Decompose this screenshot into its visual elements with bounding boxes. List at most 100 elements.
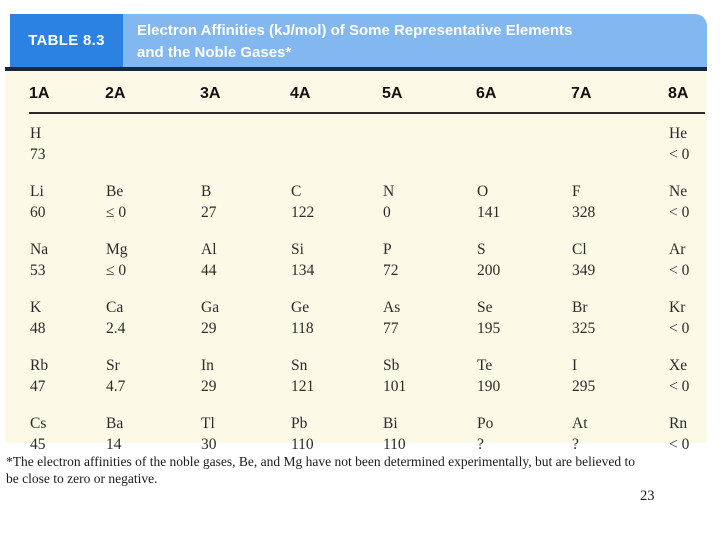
column-header-2a: 2A bbox=[105, 71, 200, 114]
element-symbol-row: Li Be B C N O F Ne bbox=[29, 172, 705, 203]
affinity-value: 14 bbox=[106, 436, 122, 453]
affinity-value: 27 bbox=[201, 204, 217, 221]
element-symbol: At bbox=[572, 415, 588, 432]
element-symbol: Al bbox=[201, 241, 217, 258]
footnote-line1: *The electron affinities of the noble ga… bbox=[6, 454, 636, 469]
element-symbol: He bbox=[669, 125, 688, 142]
affinity-value: 47 bbox=[30, 378, 46, 395]
affinity-value: 73 bbox=[30, 146, 46, 163]
affinity-value: 53 bbox=[30, 262, 46, 279]
group-header-row: 1A 2A 3A 4A 5A 6A 7A 8A bbox=[29, 71, 705, 114]
column-header-3a: 3A bbox=[200, 71, 290, 114]
affinity-value: < 0 bbox=[669, 436, 690, 453]
table-title: Electron Affinities (kJ/mol) of Some Rep… bbox=[123, 14, 707, 67]
affinity-value: 190 bbox=[477, 378, 501, 395]
affinity-value: ? bbox=[572, 436, 579, 453]
element-symbol: Kr bbox=[669, 299, 686, 316]
table-title-line1: Electron Affinities (kJ/mol) of Some Rep… bbox=[137, 22, 573, 39]
element-symbol: Ne bbox=[669, 183, 688, 200]
element-symbol bbox=[105, 113, 200, 145]
footnote: *The electron affinities of the noble ga… bbox=[6, 453, 708, 488]
affinity-value: 110 bbox=[291, 436, 314, 453]
element-symbol: F bbox=[572, 183, 581, 200]
affinity-value-row: 53 ≤ 0 44 134 72 200 349 < 0 bbox=[29, 261, 705, 288]
affinity-value: 325 bbox=[572, 320, 596, 337]
element-symbol: Sr bbox=[106, 357, 120, 374]
affinity-value: 295 bbox=[572, 378, 596, 395]
affinity-value: 141 bbox=[477, 204, 501, 221]
element-symbol: Po bbox=[477, 415, 494, 432]
affinity-value: ≤ 0 bbox=[106, 262, 127, 279]
affinity-value: 30 bbox=[201, 436, 217, 453]
affinity-value: 134 bbox=[291, 262, 315, 279]
element-symbol: H bbox=[30, 125, 42, 142]
affinity-value: 72 bbox=[383, 262, 399, 279]
affinity-value: ≤ 0 bbox=[106, 204, 127, 221]
affinity-value: < 0 bbox=[669, 320, 690, 337]
element-symbol: As bbox=[383, 299, 401, 316]
affinity-value-row: 48 2.4 29 118 77 195 325 < 0 bbox=[29, 319, 705, 346]
affinity-value: 44 bbox=[201, 262, 217, 279]
affinity-value: 328 bbox=[572, 204, 596, 221]
affinity-value bbox=[290, 145, 382, 172]
element-symbol: Li bbox=[30, 183, 44, 200]
affinity-value: 349 bbox=[572, 262, 596, 279]
affinity-value bbox=[571, 145, 668, 172]
element-symbol: N bbox=[383, 183, 395, 200]
element-symbol: I bbox=[572, 357, 578, 374]
affinity-value: < 0 bbox=[669, 204, 690, 221]
element-symbol: Ca bbox=[106, 299, 124, 316]
element-symbol: S bbox=[477, 241, 486, 258]
element-symbol: In bbox=[201, 357, 214, 374]
element-symbol: K bbox=[30, 299, 42, 316]
affinity-value: 0 bbox=[383, 204, 391, 221]
affinity-value: 2.4 bbox=[106, 320, 126, 337]
affinity-value: 48 bbox=[30, 320, 46, 337]
affinity-value bbox=[476, 145, 571, 172]
element-symbol: Ar bbox=[669, 241, 686, 258]
affinity-value: 45 bbox=[30, 436, 46, 453]
element-symbol: Cl bbox=[572, 241, 587, 258]
element-symbol: Pb bbox=[291, 415, 308, 432]
element-symbol: B bbox=[201, 183, 212, 200]
element-symbol-row: Na Mg Al Si P S Cl Ar bbox=[29, 230, 705, 261]
element-symbol bbox=[382, 113, 476, 145]
column-header-7a: 7A bbox=[571, 71, 668, 114]
element-symbol: Mg bbox=[106, 241, 128, 258]
element-symbol: Rn bbox=[669, 415, 688, 432]
column-header-8a: 8A bbox=[668, 71, 705, 114]
element-symbol: Na bbox=[30, 241, 49, 258]
affinity-value bbox=[105, 145, 200, 172]
footnote-line2: be close to zero or negative. bbox=[6, 471, 158, 487]
affinity-value: 4.7 bbox=[106, 378, 126, 395]
element-symbol: Ga bbox=[201, 299, 220, 316]
element-symbol: O bbox=[477, 183, 489, 200]
affinity-value: < 0 bbox=[669, 262, 690, 279]
table-header-banner: TABLE 8.3 Electron Affinities (kJ/mol) o… bbox=[10, 14, 707, 67]
element-symbol: Sn bbox=[291, 357, 308, 374]
element-symbol: Be bbox=[106, 183, 124, 200]
affinity-value: < 0 bbox=[669, 378, 690, 395]
affinity-value-row: 45 14 30 110 110 ? ? < 0 bbox=[29, 435, 705, 462]
page-number: 23 bbox=[640, 488, 655, 504]
element-symbol: Ba bbox=[106, 415, 124, 432]
element-symbol-row: H He bbox=[29, 113, 705, 145]
affinity-value: 122 bbox=[291, 204, 315, 221]
electron-affinity-table: 1A 2A 3A 4A 5A 6A 7A 8A H bbox=[29, 71, 705, 462]
affinity-value-row: 60 ≤ 0 27 122 0 141 328 < 0 bbox=[29, 203, 705, 230]
element-symbol: Cs bbox=[30, 415, 47, 432]
affinity-value: 29 bbox=[201, 320, 217, 337]
element-symbol: Br bbox=[572, 299, 588, 316]
affinity-value: 118 bbox=[291, 320, 314, 337]
column-header-6a: 6A bbox=[476, 71, 571, 114]
element-symbol-row: Rb Sr In Sn Sb Te I Xe bbox=[29, 346, 705, 377]
affinity-value: 29 bbox=[201, 378, 217, 395]
element-symbol: P bbox=[383, 241, 392, 258]
element-symbol: Te bbox=[477, 357, 493, 374]
affinity-value bbox=[200, 145, 290, 172]
table-number-label: TABLE 8.3 bbox=[10, 14, 123, 67]
affinity-value: < 0 bbox=[669, 146, 690, 163]
affinity-value: 60 bbox=[30, 204, 46, 221]
column-header-1a: 1A bbox=[29, 71, 105, 114]
